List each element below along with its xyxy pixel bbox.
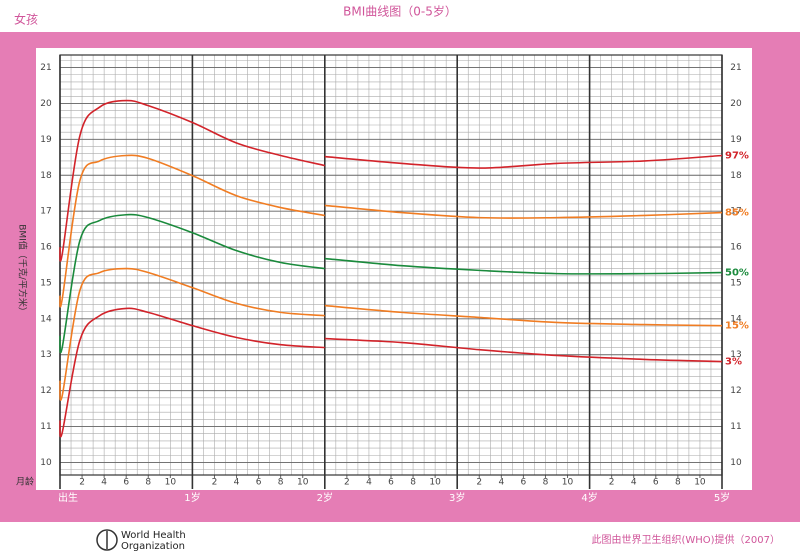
month-tick-label: 2 (609, 478, 615, 488)
x-tick-label: 3岁 (449, 491, 465, 504)
plot-panel (36, 48, 752, 490)
month-tick-label: 10 (165, 478, 177, 488)
series-label: 97% (725, 151, 749, 162)
y-tick-label-right: 12 (730, 386, 741, 396)
y-tick-label-right: 14 (730, 314, 742, 324)
x-tick-label: 1岁 (184, 491, 200, 504)
month-tick-label: 8 (675, 478, 681, 488)
month-tick-label: 6 (123, 478, 129, 488)
who-logo: World Health Organization (96, 529, 186, 552)
month-tick-label: 6 (653, 478, 659, 488)
month-tick-label: 2 (79, 478, 85, 488)
y-tick-label-right: 21 (730, 63, 741, 73)
y-tick-label-right: 13 (730, 350, 741, 360)
y-tick-label: 21 (40, 63, 51, 73)
gender-label: 女孩 (14, 12, 38, 27)
series-label: 3% (725, 357, 742, 368)
y-tick-label: 14 (40, 314, 52, 324)
percentile-curve (59, 99, 723, 262)
logo-emblem (96, 529, 118, 551)
y-tick-label: 18 (40, 171, 52, 181)
month-tick-label: 8 (278, 478, 284, 488)
month-tick-label: 4 (366, 478, 372, 488)
percentile-curve (59, 154, 723, 308)
percentile-curve (59, 307, 723, 438)
source-note: 此图由世界卫生组织(WHO)提供（2007） (591, 533, 780, 546)
y-tick-label: 10 (40, 458, 52, 468)
chart-title: BMI曲线图（0-5岁） (343, 4, 457, 19)
month-tick-label: 8 (543, 478, 549, 488)
percentile-curve (59, 267, 723, 401)
month-tick-label: 2 (212, 478, 218, 488)
logo-text: World Health (121, 530, 186, 541)
logo-text: Organization (121, 541, 185, 552)
x-tick-label: 出生 (58, 491, 78, 504)
x-axis-title: 月龄 (16, 476, 34, 488)
month-tick-label: 4 (631, 478, 637, 488)
x-tick-label: 5岁 (714, 491, 730, 504)
month-tick-label: 10 (694, 478, 706, 488)
month-tick-label: 2 (344, 478, 350, 488)
month-tick-label: 8 (410, 478, 416, 488)
y-tick-label: 19 (40, 135, 52, 145)
x-tick-label: 4岁 (581, 491, 597, 504)
month-tick-label: 4 (101, 478, 107, 488)
month-tick-label: 10 (429, 478, 441, 488)
month-tick-label: 6 (388, 478, 394, 488)
y-tick-label-right: 16 (730, 243, 742, 253)
y-tick-label-right: 17 (730, 207, 741, 217)
month-tick-label: 2 (476, 478, 482, 488)
y-tick-label-right: 18 (730, 171, 742, 181)
y-tick-label-right: 15 (730, 278, 741, 288)
percentile-curve (59, 213, 723, 354)
month-tick-label: 10 (297, 478, 309, 488)
y-tick-label: 16 (40, 243, 52, 253)
y-tick-label: 13 (40, 350, 51, 360)
month-tick-label: 4 (234, 478, 240, 488)
y-tick-label-right: 20 (730, 99, 742, 109)
month-tick-label: 6 (521, 478, 527, 488)
y-tick-label: 20 (40, 99, 52, 109)
series-label: 50% (725, 268, 749, 279)
month-tick-label: 6 (256, 478, 262, 488)
series-label: 85% (725, 208, 749, 219)
series-label: 15% (725, 321, 749, 332)
month-tick-label: 10 (562, 478, 574, 488)
y-tick-label: 11 (40, 422, 51, 432)
y-tick-label: 15 (40, 278, 51, 288)
y-tick-label: 12 (40, 386, 51, 396)
y-tick-label-right: 10 (730, 458, 742, 468)
y-tick-label: 17 (40, 207, 51, 217)
y-tick-label-right: 11 (730, 422, 741, 432)
y-tick-label-right: 19 (730, 135, 742, 145)
plot-border (59, 54, 723, 476)
month-tick-label: 4 (498, 478, 504, 488)
y-axis-title: BMI值（千克/平方米） (17, 224, 29, 316)
month-tick-label: 8 (145, 478, 151, 488)
x-tick-label: 2岁 (317, 491, 333, 504)
